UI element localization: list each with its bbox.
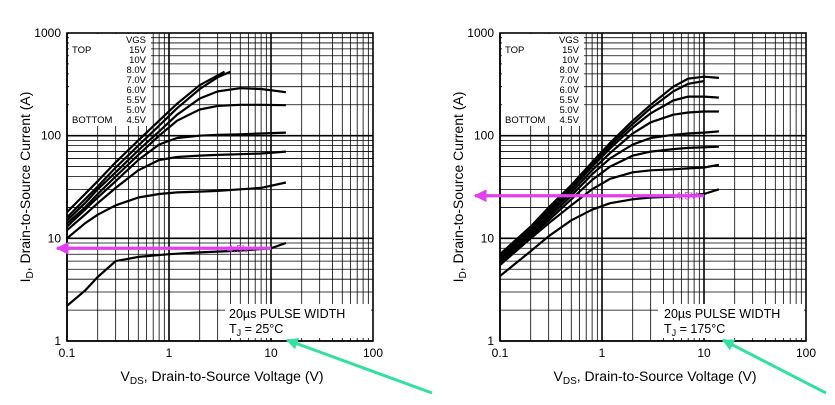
legend-entry: 10V bbox=[129, 55, 147, 66]
legend-top-label: TOP bbox=[72, 45, 91, 56]
plot-frame bbox=[499, 32, 807, 342]
series-line bbox=[66, 150, 286, 232]
legend-entry: 4.5V bbox=[126, 115, 146, 126]
series-line bbox=[66, 181, 287, 240]
x-axis-label: VDS, Drain-to-Source Voltage (V) bbox=[554, 368, 757, 387]
legend-entry: 6.0V bbox=[126, 85, 146, 96]
x-tick-label: 10 bbox=[697, 346, 711, 360]
pulse-width-note: 20µs PULSE WIDTH bbox=[664, 307, 780, 321]
series-line bbox=[499, 130, 719, 262]
y-tick-label: 10 bbox=[48, 231, 62, 245]
y-axis-label: ID, Drain-to-Source Current (A) bbox=[450, 92, 469, 283]
y-tick-label: 1000 bbox=[34, 26, 61, 40]
series-line bbox=[499, 95, 719, 259]
y-axis-label: ID, Drain-to-Source Current (A) bbox=[17, 92, 36, 283]
legend-bottom-label: BOTTOM bbox=[72, 115, 113, 126]
legend-entry: 6.0V bbox=[559, 85, 579, 96]
legend-entry: 8.0V bbox=[126, 65, 146, 76]
y-tick-label: 1000 bbox=[467, 26, 494, 40]
y-tick-label: 10 bbox=[481, 231, 495, 245]
pointer-arrow bbox=[721, 338, 827, 395]
series-group bbox=[66, 70, 287, 307]
legend-entry: 4.5V bbox=[559, 115, 579, 126]
vgs-arrow-label: 4.5V bbox=[227, 243, 250, 255]
legend-entry: 10V bbox=[562, 55, 580, 66]
y-tick-label: 100 bbox=[41, 129, 61, 143]
series-line bbox=[66, 241, 287, 307]
temperature-note: TJ = 175°C bbox=[664, 322, 725, 338]
series-line bbox=[499, 163, 720, 266]
legend-entry: 5.0V bbox=[126, 105, 146, 116]
series-line bbox=[499, 110, 719, 261]
y-tick-label: 1 bbox=[54, 334, 61, 348]
legend-background bbox=[69, 34, 151, 126]
legend-background bbox=[502, 34, 584, 126]
x-tick-label: 0.1 bbox=[59, 346, 76, 360]
x-axis-label: VDS, Drain-to-Source Voltage (V) bbox=[121, 368, 324, 387]
y-tick-label: 1 bbox=[487, 334, 494, 348]
series-group bbox=[499, 75, 720, 277]
vgs-arrow-label: 4.5V bbox=[675, 191, 698, 203]
pointer-arrow bbox=[285, 338, 433, 395]
x-tick-label: 10 bbox=[264, 346, 278, 360]
pulse-width-note: 20µs PULSE WIDTH bbox=[229, 307, 345, 321]
legend-entry: 7.0V bbox=[559, 75, 579, 86]
annotation-background bbox=[225, 304, 371, 338]
legend-entry: 5.5V bbox=[126, 95, 146, 106]
series-line bbox=[66, 131, 286, 228]
legend-entry: 7.0V bbox=[126, 75, 146, 86]
legend-entry: 5.0V bbox=[559, 105, 579, 116]
series-line bbox=[499, 145, 719, 264]
legend-top-label: TOP bbox=[505, 45, 524, 56]
series-line bbox=[499, 80, 705, 257]
series-line bbox=[66, 70, 226, 213]
legend-bottom-label: BOTTOM bbox=[505, 115, 546, 126]
x-tick-label: 0.1 bbox=[492, 346, 509, 360]
x-tick-label: 1 bbox=[599, 346, 606, 360]
legend-header: VGS bbox=[559, 35, 579, 46]
x-tick-label: 100 bbox=[796, 346, 816, 360]
legend-header: VGS bbox=[126, 35, 146, 46]
plot-frame bbox=[66, 32, 374, 342]
temperature-note: TJ = 25°C bbox=[229, 322, 283, 338]
series-line bbox=[66, 87, 287, 222]
x-tick-label: 100 bbox=[363, 346, 383, 360]
legend-entry: 15V bbox=[562, 45, 580, 56]
x-tick-label: 1 bbox=[166, 346, 173, 360]
legend-entry: 8.0V bbox=[559, 65, 579, 76]
annotation-background bbox=[658, 304, 804, 338]
legend-entry: 15V bbox=[129, 45, 147, 56]
series-line bbox=[66, 103, 286, 225]
series-line bbox=[499, 75, 719, 256]
y-tick-label: 100 bbox=[474, 129, 494, 143]
legend-entry: 5.5V bbox=[559, 95, 579, 106]
series-line bbox=[66, 70, 231, 219]
